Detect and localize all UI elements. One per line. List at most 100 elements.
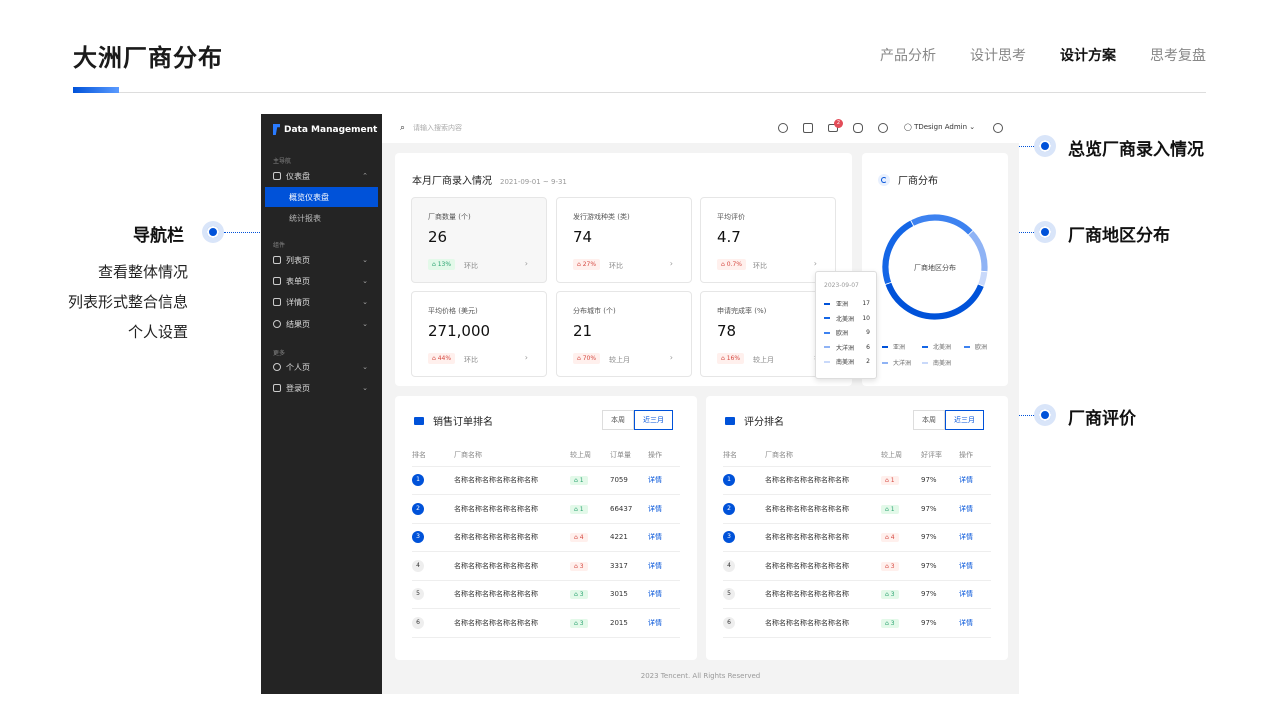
folder-icon xyxy=(725,416,735,425)
detail-link[interactable]: 详情 xyxy=(959,561,973,570)
user-menu[interactable]: ◯ TDesign Admin ⌄ xyxy=(904,123,975,131)
stat-card[interactable]: 申请完成率 (%)78⌂ 16%较上月› xyxy=(700,291,836,377)
top-bar: ⌕ 请输入搜索内容 2 ◯ TDesign Admin ⌄ xyxy=(382,114,1019,143)
tooltip-value: 9 xyxy=(866,329,870,336)
annotation-overview: 总览厂商录入情况 xyxy=(1068,140,1204,160)
tag-icon: ⌂ xyxy=(885,619,891,627)
detail-link[interactable]: 详情 xyxy=(959,504,973,513)
legend-item[interactable]: 欧洲 xyxy=(964,343,987,351)
sidebar-item-label: 个人页 xyxy=(286,362,310,372)
tag-icon: ⌂ xyxy=(577,355,583,362)
sidebar-item-label: 仪表盘 xyxy=(286,171,310,181)
change-value: 1 xyxy=(890,505,895,513)
detail-link[interactable]: 详情 xyxy=(648,533,662,542)
stat-card[interactable]: 平均价格 (美元) 271,000 ⌂ 44% 环比 › xyxy=(411,291,547,377)
rank-badge: 4 xyxy=(723,559,735,572)
change-badge: ⌂ 4 xyxy=(881,533,899,543)
tab-week[interactable]: 本周 xyxy=(602,410,634,430)
tag-icon: ⌂ xyxy=(885,505,891,513)
chevron-down-icon: ⌄ xyxy=(362,320,368,328)
donut-slice-3[interactable] xyxy=(909,213,974,236)
change-value: 1 xyxy=(890,477,895,485)
tag-icon: ⌂ xyxy=(574,619,580,627)
rank-badge: 6 xyxy=(723,616,735,629)
tag-icon: ⌂ xyxy=(721,261,727,268)
sidebar-item-detail[interactable]: 详情页 ⌄ xyxy=(265,292,378,312)
change-badge: ⌂ 1 xyxy=(570,476,588,486)
chevron-right-icon: › xyxy=(669,353,673,362)
amount-value: 97% xyxy=(921,494,959,524)
detail-link[interactable]: 详情 xyxy=(648,618,662,627)
sidebar-item-overview[interactable]: 概览仪表盘 xyxy=(265,187,378,207)
donut-slice-1[interactable] xyxy=(884,281,985,321)
globe-icon[interactable] xyxy=(778,123,788,133)
detail-link[interactable]: 详情 xyxy=(959,476,973,485)
sidebar-item-stats[interactable]: 统计报表 xyxy=(289,213,321,223)
tab-three-months[interactable]: 近三月 xyxy=(945,410,984,430)
amount-value: 66437 xyxy=(610,494,648,524)
slide-nav-item-active[interactable]: 设计方案 xyxy=(1060,48,1116,64)
annotation-dot xyxy=(1034,404,1056,426)
stat-trend-badge: ⌂ 0.7% xyxy=(717,259,746,270)
legend-item[interactable]: 亚洲 xyxy=(882,344,905,351)
detail-link[interactable]: 详情 xyxy=(648,590,662,599)
amount-value: 97% xyxy=(921,466,959,495)
detail-link[interactable]: 详情 xyxy=(959,533,973,542)
tag-icon: ⌂ xyxy=(574,505,580,513)
stat-card[interactable]: 平均评价 4.7 ⌂ 0.7% 环比 › xyxy=(700,197,836,283)
stat-card[interactable]: 厂商数量 (个) 26 ⌂ 13% 环比 › xyxy=(411,197,547,283)
stat-compare-label: 环比 xyxy=(609,262,623,270)
rank-badge: 6 xyxy=(412,616,424,629)
chevron-down-icon: ⌄ xyxy=(362,384,368,392)
detail-link[interactable]: 详情 xyxy=(648,561,662,570)
document-icon[interactable] xyxy=(803,123,813,133)
change-badge: ⌂ 3 xyxy=(881,561,899,571)
edit-icon xyxy=(273,277,281,285)
stat-card[interactable]: 发行游戏种类 (类) 74 ⌂ 27% 环比 › xyxy=(556,197,692,283)
stat-trend-value: 27% xyxy=(582,261,597,268)
tab-three-months[interactable]: 近三月 xyxy=(634,410,673,430)
legend-label: 欧洲 xyxy=(975,343,987,351)
github-icon[interactable] xyxy=(853,123,863,133)
mail-icon[interactable] xyxy=(828,124,838,132)
slide-nav-item[interactable]: 思考复盘 xyxy=(1150,48,1206,64)
search-input[interactable]: ⌕ 请输入搜索内容 xyxy=(400,123,462,133)
detail-link[interactable]: 详情 xyxy=(959,618,973,627)
donut-slice-4[interactable] xyxy=(967,229,989,273)
legend-item[interactable]: 南美洲 xyxy=(922,359,951,367)
detail-link[interactable]: 详情 xyxy=(648,504,662,513)
sidebar-item-login[interactable]: 登录页 ⌄ xyxy=(265,378,378,398)
amount-value: 4221 xyxy=(610,523,648,552)
sidebar-item-result[interactable]: 结果页 ⌄ xyxy=(265,314,378,334)
detail-link[interactable]: 详情 xyxy=(648,476,662,485)
table-row: 6 名称名称名称名称名称名称 ⌂ 3 2015 详情 xyxy=(412,608,680,638)
gear-icon[interactable] xyxy=(993,123,1003,133)
title-divider xyxy=(73,92,1206,93)
title-accent-bar xyxy=(73,87,119,93)
tag-icon: ⌂ xyxy=(574,562,580,570)
tooltip-date: 2023-09-07 xyxy=(824,282,859,289)
stat-trend-value: 13% xyxy=(437,261,452,268)
sidebar-item-form[interactable]: 表单页 ⌄ xyxy=(265,271,378,291)
sidebar-item-label: 登录页 xyxy=(286,383,310,393)
stat-card[interactable]: 分布城市 (个) 21 ⌂ 70% 较上月 › xyxy=(556,291,692,377)
help-icon[interactable] xyxy=(878,123,888,133)
sidebar-item-personal[interactable]: 个人页 ⌄ xyxy=(265,357,378,377)
donut-slice-5[interactable] xyxy=(977,270,989,288)
slide-nav-item[interactable]: 产品分析 xyxy=(880,48,936,64)
sidebar: Data Management 主导航 仪表盘 ⌃ 概览仪表盘 统计报表 组件 列… xyxy=(261,114,382,694)
sales-card-title: 销售订单排名 xyxy=(433,417,493,428)
detail-link[interactable]: 详情 xyxy=(959,590,973,599)
stat-trend-badge: ⌂ 70% xyxy=(573,353,601,364)
table-header-cell: 排名 xyxy=(723,444,765,467)
annotation-line xyxy=(224,232,272,233)
donut-slice-2[interactable] xyxy=(881,219,915,286)
table-header-cell: 厂商名称 xyxy=(454,444,570,467)
slide-nav-item[interactable]: 设计思考 xyxy=(970,48,1026,64)
legend-item[interactable]: 大洋洲 xyxy=(882,359,911,367)
sidebar-item-list[interactable]: 列表页 ⌄ xyxy=(265,250,378,270)
annotation-region: 厂商地区分布 xyxy=(1068,226,1170,246)
tab-week[interactable]: 本周 xyxy=(913,410,945,430)
sidebar-item-dashboard[interactable]: 仪表盘 ⌃ xyxy=(265,166,378,186)
legend-item[interactable]: 北美洲 xyxy=(922,343,951,351)
